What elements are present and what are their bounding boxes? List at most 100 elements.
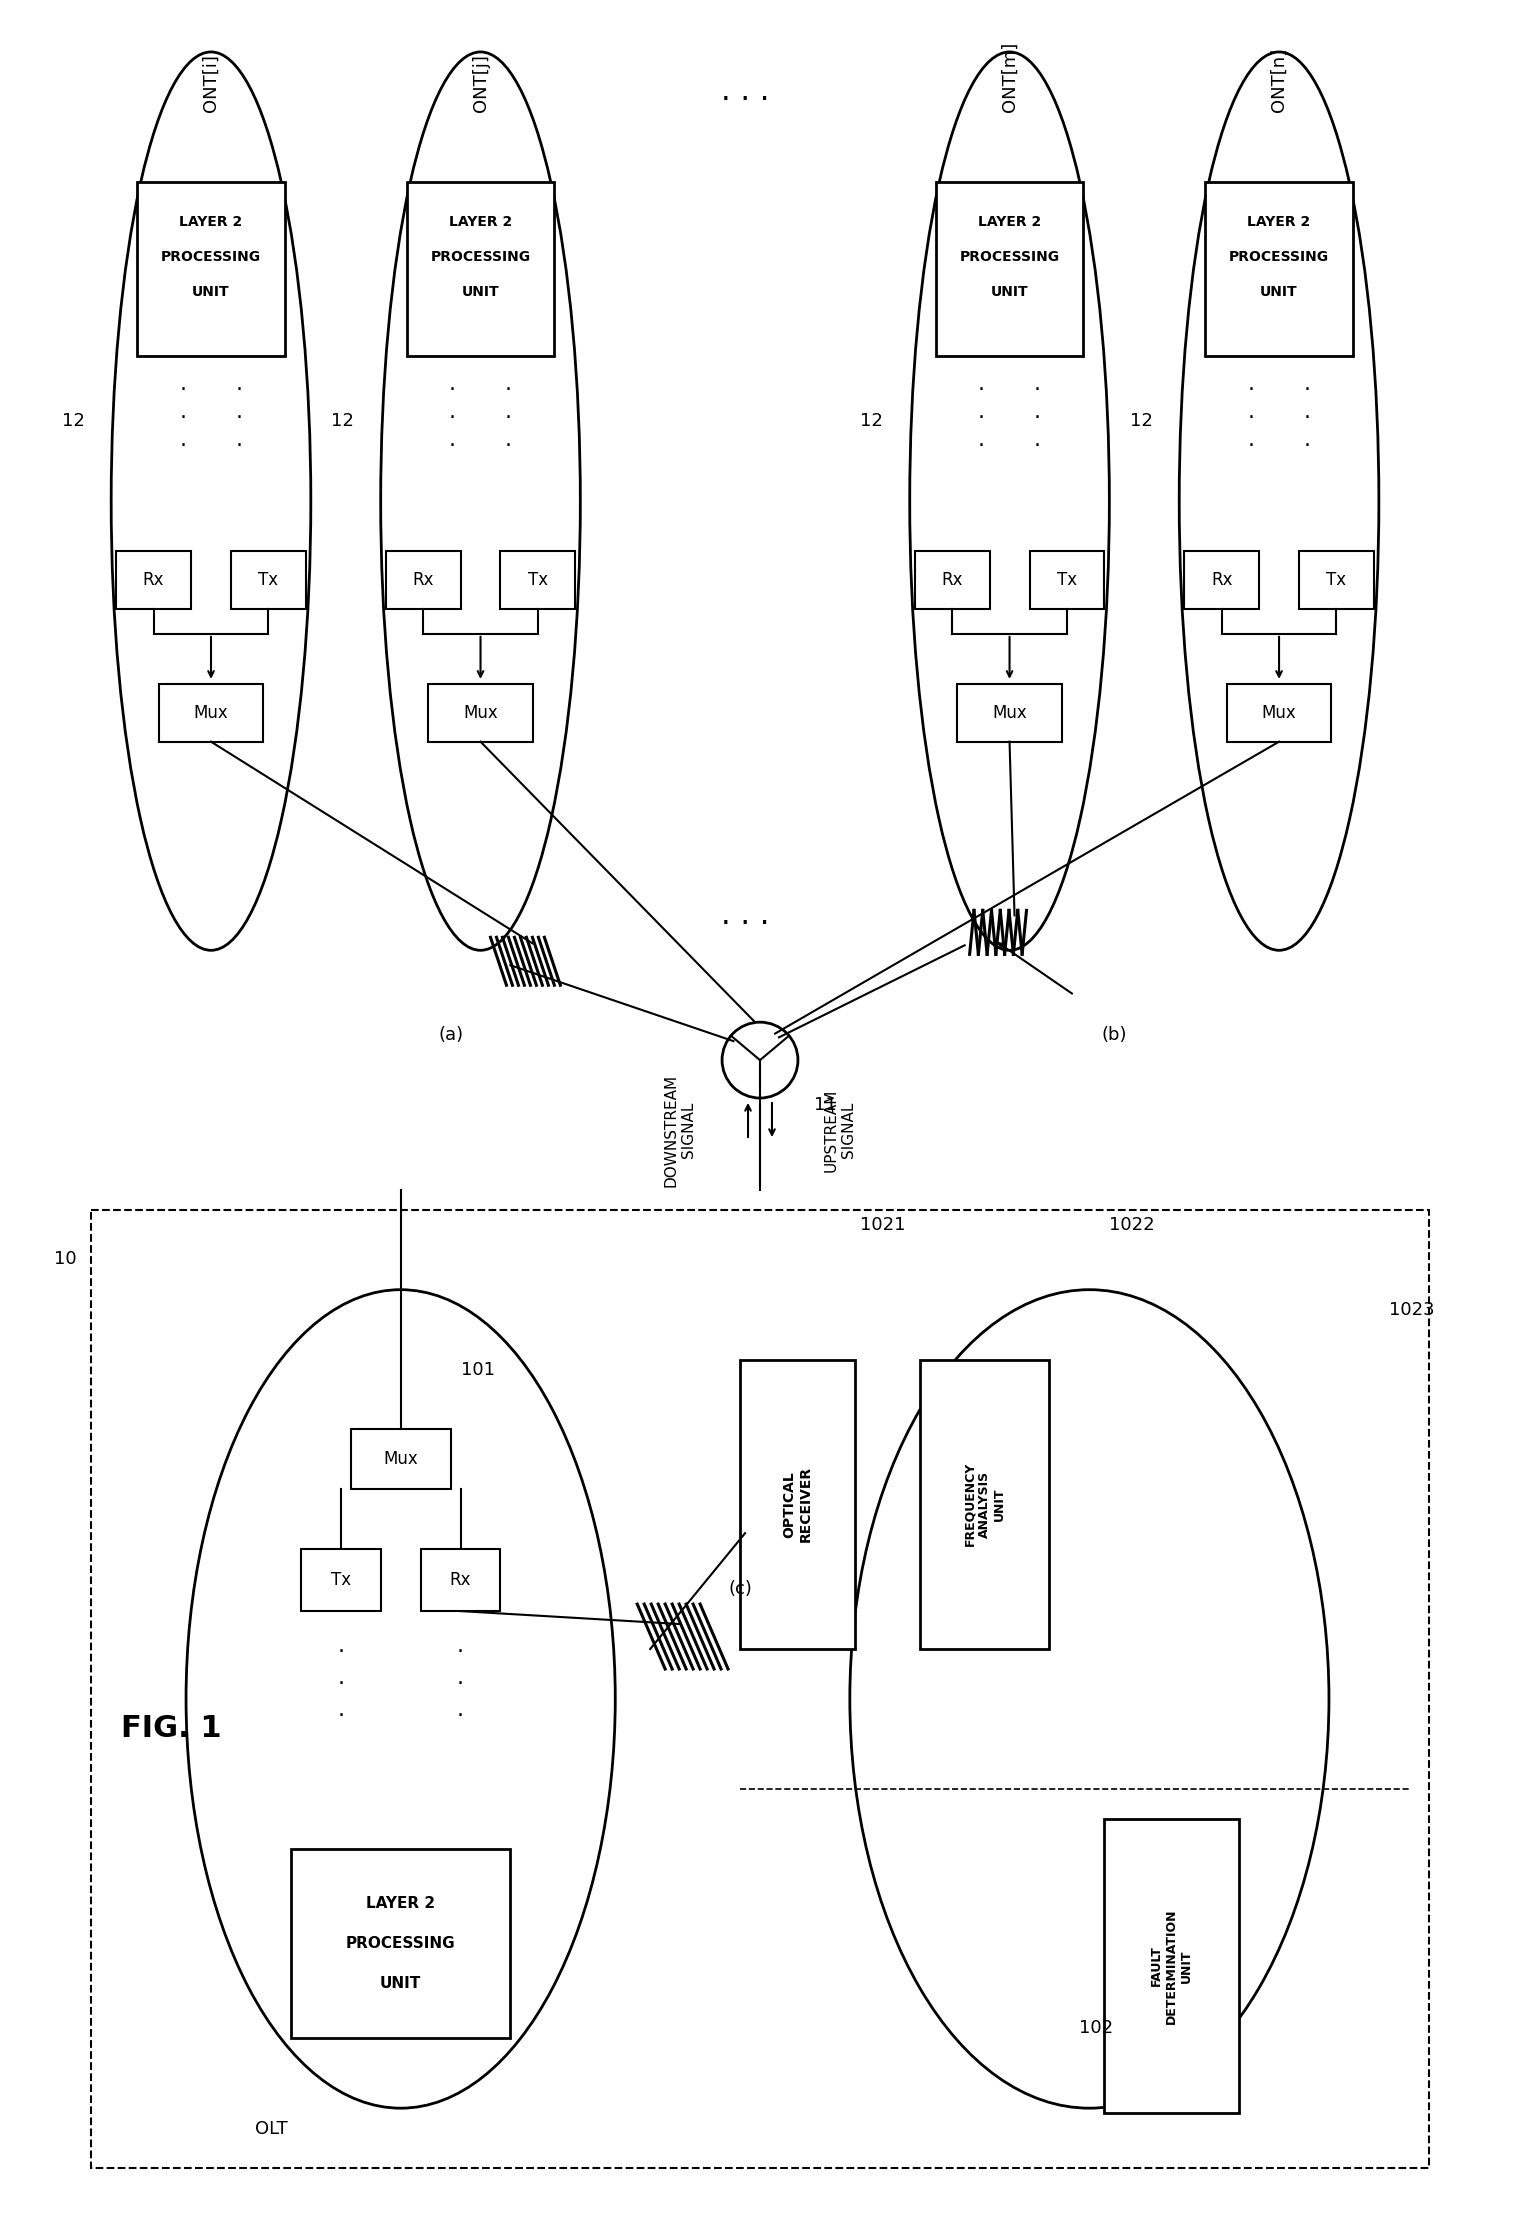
Text: .: . [236,403,242,423]
Text: 1021: 1021 [859,1216,905,1234]
Text: LAYER 2: LAYER 2 [1247,214,1311,229]
Text: .: . [1247,403,1255,423]
Text: FIG. 1: FIG. 1 [122,1713,222,1742]
Ellipse shape [380,51,581,951]
Text: .: . [179,374,187,394]
Bar [91,1210,1428,2168]
Bar [1104,1818,1240,2112]
Ellipse shape [186,1290,616,2108]
Text: ONT[m]: ONT[m] [1001,42,1019,111]
Text: .: . [1034,403,1040,423]
Text: 1023: 1023 [1389,1301,1434,1319]
Text: Tx: Tx [259,570,278,588]
Text: Rx: Rx [412,570,433,588]
Text: .: . [456,1669,464,1689]
Bar [935,183,1083,356]
Bar [1299,550,1373,608]
Text: PROCESSING: PROCESSING [960,250,1060,263]
Text: Mux: Mux [992,704,1027,722]
Text: LAYER 2: LAYER 2 [179,214,243,229]
Text: 12: 12 [332,412,354,430]
Text: Tx: Tx [1057,570,1077,588]
Text: LAYER 2: LAYER 2 [978,214,1042,229]
Ellipse shape [111,51,310,951]
Text: 12: 12 [861,412,884,430]
Text: UNIT: UNIT [990,285,1028,299]
Text: Mux: Mux [462,704,497,722]
Text: . . .: . . . [721,900,770,929]
Text: ONT[n]: ONT[n] [1270,47,1288,111]
Text: ONT[i]: ONT[i] [202,53,221,111]
Text: (b): (b) [1101,1027,1127,1045]
Text: (c): (c) [729,1580,751,1597]
Bar [116,550,192,608]
Text: LAYER 2: LAYER 2 [449,214,513,229]
Text: .: . [1303,374,1311,394]
Text: .: . [338,1669,344,1689]
Text: UNIT: UNIT [1261,285,1297,299]
Ellipse shape [850,1290,1329,2108]
Text: 101: 101 [461,1361,494,1379]
Text: .: . [1247,430,1255,450]
Bar [957,684,1062,742]
Bar [386,550,461,608]
Text: .: . [978,430,986,450]
Text: FREQUENCY
ANALYSIS
UNIT: FREQUENCY ANALYSIS UNIT [963,1462,1005,1546]
Text: .: . [978,374,986,394]
Text: .: . [1303,403,1311,423]
Text: .: . [179,403,187,423]
Bar [406,183,554,356]
Text: .: . [505,403,513,423]
Text: Tx: Tx [528,570,548,588]
Bar [920,1359,1049,1649]
Text: .: . [505,430,513,450]
Text: Tx: Tx [1326,570,1346,588]
Bar [351,1430,450,1488]
Text: ONT[j]: ONT[j] [472,53,490,111]
Text: PROCESSING: PROCESSING [430,250,531,263]
Text: .: . [236,430,242,450]
Text: .: . [236,374,242,394]
Bar [1030,550,1104,608]
Bar [1205,183,1352,356]
Text: .: . [978,403,986,423]
Text: LAYER 2: LAYER 2 [367,1896,435,1912]
Text: UNIT: UNIT [192,285,230,299]
Text: Mux: Mux [383,1450,418,1468]
Text: (a): (a) [438,1027,462,1045]
Text: Mux: Mux [193,704,228,722]
Text: .: . [338,1700,344,1720]
Text: Rx: Rx [143,570,164,588]
Ellipse shape [910,51,1109,951]
Text: DOWNSTREAM
SIGNAL: DOWNSTREAM SIGNAL [665,1074,697,1188]
Text: 102: 102 [1080,2019,1113,2036]
Text: PROCESSING: PROCESSING [161,250,262,263]
Bar [500,550,575,608]
Text: UPSTREAM
SIGNAL: UPSTREAM SIGNAL [824,1087,856,1172]
Text: PROCESSING: PROCESSING [1229,250,1329,263]
Text: . . .: . . . [721,78,770,107]
Text: 11: 11 [814,1096,837,1114]
Text: Rx: Rx [941,570,963,588]
Text: Tx: Tx [330,1571,351,1589]
Text: .: . [505,374,513,394]
Bar [421,1548,500,1611]
Bar [158,684,263,742]
Bar [914,550,990,608]
Text: .: . [1303,430,1311,450]
Bar [741,1359,855,1649]
Text: .: . [449,374,456,394]
Text: .: . [449,430,456,450]
Text: Rx: Rx [1211,570,1232,588]
Bar [1226,684,1331,742]
Text: .: . [456,1635,464,1655]
Text: Mux: Mux [1262,704,1296,722]
Text: UNIT: UNIT [380,1976,421,1992]
Text: 12: 12 [62,412,85,430]
Text: OLT: OLT [254,2121,287,2139]
Bar [1185,550,1259,608]
Bar [231,550,306,608]
Text: FAULT
DETERMINATION
UNIT: FAULT DETERMINATION UNIT [1150,1907,1194,2023]
Text: PROCESSING: PROCESSING [345,1936,455,1952]
Text: Rx: Rx [450,1571,472,1589]
